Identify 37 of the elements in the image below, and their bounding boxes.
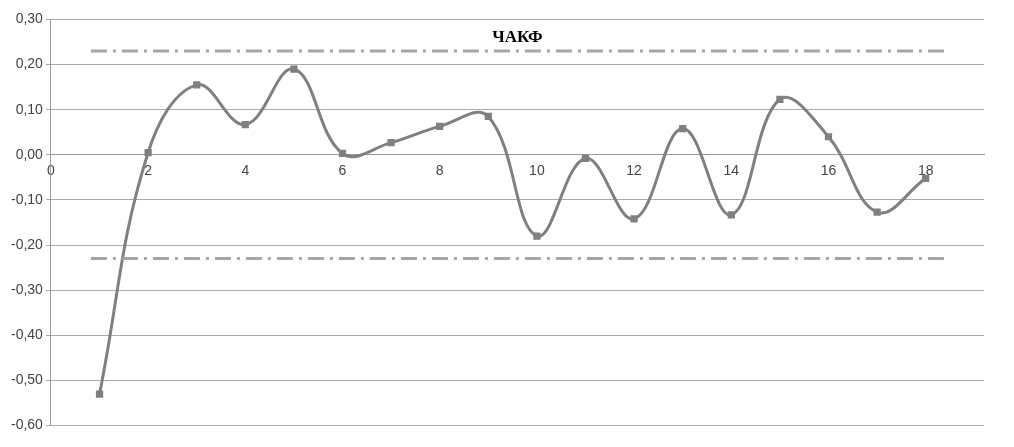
- point: [290, 65, 298, 73]
- y-tick-label: -0,40: [10, 326, 44, 343]
- point: [338, 149, 347, 158]
- point: [581, 154, 590, 163]
- y-tick-label: -0,30: [10, 281, 44, 298]
- x-tick-label: 10: [529, 162, 545, 179]
- y-tick-label: -0,20: [10, 235, 44, 252]
- y-tick-label: -0,50: [10, 371, 44, 388]
- x-tick-label: 18: [917, 162, 934, 179]
- y-tick-label: -0,10: [10, 190, 44, 207]
- point: [873, 208, 881, 216]
- x-tick-label: 12: [626, 162, 643, 179]
- text: ЧАКФ: [492, 27, 543, 47]
- x-tick-label: 8: [435, 162, 444, 179]
- y-tick-label: 0,10: [15, 100, 44, 117]
- y-tick-label: -0,60: [10, 416, 44, 433]
- point: [533, 232, 541, 240]
- x-tick-label: 6: [338, 162, 347, 179]
- x-tick-label: 2: [144, 162, 153, 179]
- x-tick-label: 14: [723, 162, 740, 179]
- x-tick-label: 4: [241, 162, 250, 179]
- point: [95, 390, 104, 398]
- y-tick-label: 0,30: [15, 10, 44, 27]
- point: [436, 122, 444, 130]
- y-tick-label: 0,20: [15, 55, 44, 72]
- y-tick-label: 0,00: [15, 145, 44, 162]
- point: [241, 120, 249, 129]
- point: [679, 125, 687, 133]
- point: [630, 215, 638, 223]
- point: [727, 211, 735, 219]
- x-tick-label: 16: [820, 162, 837, 179]
- point: [484, 112, 492, 121]
- point: [776, 95, 784, 103]
- point: [824, 133, 833, 141]
- point: [144, 148, 152, 157]
- point: [193, 81, 201, 89]
- point: [387, 138, 395, 147]
